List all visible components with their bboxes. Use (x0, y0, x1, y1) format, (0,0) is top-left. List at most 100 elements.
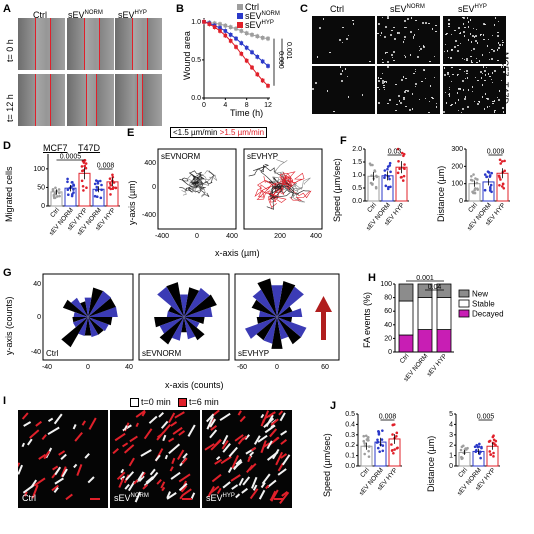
cell-dot (448, 75, 451, 78)
cell-dot (445, 102, 448, 104)
j-speed-data-point (391, 449, 394, 452)
cell-dot (447, 93, 450, 96)
g-rose-wedge (88, 306, 118, 317)
b-x-tick-label: 8 (245, 102, 249, 109)
g-rose-wedge (88, 290, 112, 317)
j-speed-data-point (364, 434, 368, 438)
a-row-0h: t= 0 h (5, 39, 15, 62)
adhesion-streak (47, 427, 60, 435)
cell-dot (347, 96, 350, 98)
f-speed-pvalue: 0.03 (388, 149, 402, 156)
cell-dot (448, 25, 450, 28)
cell-dot (377, 32, 379, 35)
cell-dot (475, 28, 478, 31)
b-data-point (228, 39, 233, 43)
cell-dot (481, 96, 484, 98)
adhesion-streak (128, 456, 135, 466)
cell-dot (450, 57, 452, 59)
adhesion-streak (260, 440, 267, 453)
j-dist-data-point (480, 445, 483, 449)
panel-label-i: I (3, 395, 7, 407)
j-dist-y-tick-label: 0 (449, 463, 453, 470)
d-pvalue: 0.0005 (60, 154, 82, 161)
g-plot-label: sEVNORM (142, 349, 181, 358)
panel-label-f: F (340, 135, 347, 147)
cell-dot (471, 90, 474, 93)
cell-dot (480, 77, 483, 79)
scale-bar (274, 498, 284, 500)
cell-dot (404, 91, 406, 93)
d-data-point (67, 193, 70, 196)
f-speed-data-point (387, 175, 390, 178)
cell-dot (417, 56, 419, 58)
cell-dot (342, 26, 344, 29)
d-data-point (84, 166, 88, 170)
e-y-tick-label: -400 (142, 212, 156, 219)
cell-dot (451, 48, 453, 51)
adhesion-streak (251, 446, 257, 451)
j-speed-data-point (367, 438, 370, 442)
f-dist-data-point (497, 174, 501, 178)
cell-dot (447, 71, 449, 74)
cell-dot (421, 80, 423, 83)
h-stacked-segment (398, 334, 414, 353)
cell-dot (494, 17, 497, 19)
b-legend-entry: sEVHYP (237, 20, 274, 30)
cell-dot (346, 38, 348, 40)
cell-dot (381, 16, 384, 19)
f-speed-data-point (388, 177, 391, 181)
cell-dot (378, 102, 380, 104)
cell-dot (383, 86, 385, 89)
b-data-point (218, 22, 222, 26)
d-data-point (114, 186, 118, 190)
g-y-tick-label: 40 (33, 281, 41, 288)
cell-dot (491, 34, 494, 37)
f-speed-data-point (402, 154, 405, 158)
legend-label: t=0 min (141, 397, 171, 407)
f-speed-data-point (374, 185, 378, 189)
cell-dot (469, 33, 472, 35)
b-data-point (244, 58, 249, 63)
cell-dot (422, 45, 425, 47)
j-speed-data-point (396, 446, 399, 450)
i-panel-label-sup: NORM (130, 493, 149, 499)
d-data-point (112, 181, 116, 184)
d-data-point (81, 159, 85, 163)
e-x-tick-label: 400 (310, 233, 322, 240)
cell-dot (382, 82, 384, 84)
adhesion-streak (169, 465, 174, 471)
cell-dot (403, 54, 406, 57)
cell-dot (384, 80, 386, 83)
panel-label-d: D (3, 140, 11, 152)
adhesion-streak (76, 463, 83, 477)
cell-dot (493, 111, 496, 113)
cell-dot (381, 72, 384, 75)
cell-dot (377, 77, 380, 79)
focal-adhesion-image: sEVHYP (202, 410, 292, 508)
b-data-point (266, 36, 270, 41)
g-rose-wedge (84, 317, 92, 336)
b-data-point (239, 29, 244, 33)
cell-dot (466, 59, 468, 61)
adhesion-streak (161, 486, 166, 491)
d-data-point (100, 183, 103, 187)
g-rose-wedge (171, 317, 184, 341)
f-dist-data-point (488, 174, 492, 177)
cell-dot (444, 74, 446, 76)
cell-dot (411, 93, 414, 95)
cell-dot (458, 88, 460, 90)
cell-dot (454, 46, 456, 48)
b-data-point (255, 72, 260, 77)
g-rose-wedge (72, 317, 88, 328)
cell-dot (467, 26, 470, 28)
adhesion-streak (141, 411, 146, 417)
wound-image (67, 74, 114, 126)
cell-dot (322, 18, 325, 20)
f-dist-data-point (500, 185, 504, 188)
j-speed-data-point (363, 444, 367, 448)
f-dist-y-tick-label: 200 (451, 163, 463, 170)
adhesion-streak (148, 415, 157, 424)
cell-dot (424, 77, 427, 80)
cell-dot (497, 59, 499, 62)
